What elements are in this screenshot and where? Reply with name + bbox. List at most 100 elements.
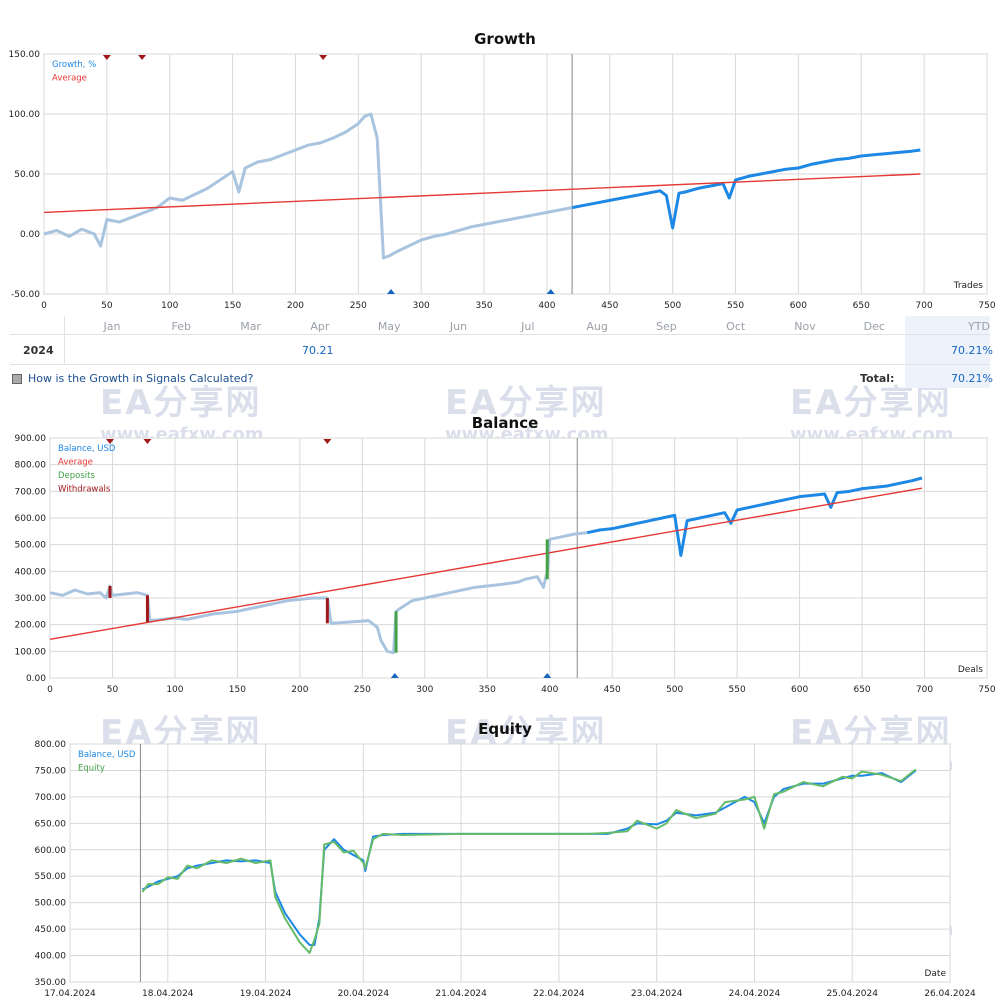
- x-tick-label: 650: [853, 685, 870, 695]
- month-header-sep: Sep: [656, 320, 677, 333]
- month-header-may: May: [377, 320, 401, 333]
- deposit-marker: [543, 673, 552, 678]
- y-tick-label: -50.00: [11, 290, 40, 300]
- y-tick-label: 800.00: [35, 740, 67, 750]
- y-tick-label: 0.00: [26, 674, 46, 684]
- y-tick-label: 400.00: [15, 567, 47, 577]
- x-axis-label: Date: [924, 969, 946, 979]
- y-tick-label: 500.00: [35, 899, 67, 909]
- series-line-history: [43, 112, 573, 260]
- help-icon: [12, 374, 22, 384]
- x-tick-label: 50: [101, 301, 113, 311]
- x-tick-label: 18.04.2024: [142, 989, 194, 999]
- chart-title: Equity: [478, 720, 532, 738]
- x-tick-label: 25.04.2024: [826, 989, 878, 999]
- y-tick-label: 750.00: [35, 766, 67, 776]
- may-growth-value: 70.21: [302, 344, 334, 357]
- y-tick-label: 50.00: [14, 170, 40, 180]
- y-tick-label: 450.00: [35, 925, 67, 935]
- y-tick-label: 700.00: [15, 487, 47, 497]
- x-tick-label: 19.04.2024: [240, 989, 292, 999]
- x-tick-label: 450: [601, 301, 618, 311]
- x-tick-label: 350: [475, 301, 492, 311]
- legend-entry: Balance, USD: [78, 750, 136, 760]
- series-line-history: [49, 531, 588, 655]
- deposit-marker: [387, 289, 396, 294]
- x-tick-label: 650: [853, 301, 870, 311]
- legend-entry: Equity: [78, 764, 105, 774]
- deposit-marker: [546, 289, 555, 294]
- series-line-average: [43, 173, 921, 214]
- x-tick-label: 21.04.2024: [435, 989, 487, 999]
- withdrawal-marker: [319, 55, 328, 60]
- y-tick-label: 500.00: [15, 541, 47, 551]
- x-tick-label: 50: [107, 685, 119, 695]
- y-tick-label: 700.00: [35, 793, 67, 803]
- withdrawal-marker: [323, 439, 332, 444]
- month-header-apr: Apr: [310, 320, 330, 333]
- y-tick-label: 600.00: [35, 846, 67, 856]
- x-tick-label: 23.04.2024: [631, 989, 683, 999]
- legend-entry: Withdrawals: [58, 485, 111, 495]
- balance-chart: Balance 0.00 100.00 200.00 300.00 400.00 500.0…: [15, 414, 996, 695]
- x-tick-label: 400: [538, 301, 555, 311]
- x-tick-label: 500: [664, 301, 681, 311]
- month-header-dec: Dec: [863, 320, 885, 333]
- x-tick-label: 150: [229, 685, 246, 695]
- x-tick-label: 600: [791, 685, 808, 695]
- month-header-jan: Jan: [103, 320, 121, 333]
- x-tick-label: 100: [166, 685, 183, 695]
- withdrawal-marker: [105, 439, 114, 444]
- legend-entry: Deposits: [58, 471, 95, 481]
- chart-title: Growth: [474, 30, 536, 48]
- x-tick-label: 20.04.2024: [338, 989, 390, 999]
- y-tick-label: 200.00: [15, 621, 47, 631]
- x-tick-label: 300: [413, 301, 430, 311]
- x-tick-label: 250: [354, 685, 371, 695]
- x-axis-label: Deals: [958, 665, 983, 675]
- ytd-value: 70.21%: [951, 344, 993, 357]
- x-tick-label: 550: [729, 685, 746, 695]
- month-header-nov: Nov: [794, 320, 816, 333]
- growth-table: Jan Feb Mar Apr May Jun Jul Aug Sep Oct Nov Dec YTD…: [0, 316, 1000, 388]
- plot-area: [69, 743, 951, 983]
- month-header-feb: Feb: [171, 320, 192, 333]
- month-header-aug: Aug: [586, 320, 608, 333]
- withdrawal-marker: [143, 439, 152, 444]
- x-tick-label: 350: [479, 685, 496, 695]
- month-header-oct: Oct: [726, 320, 746, 333]
- x-tick-label: 250: [350, 301, 367, 311]
- x-tick-label: 750: [978, 685, 995, 695]
- y-tick-label: 150.00: [9, 50, 41, 60]
- x-tick-label: 700: [916, 301, 933, 311]
- series-line-equity: [141, 768, 917, 954]
- legend-entry: Average: [52, 74, 87, 84]
- y-tick-label: 300.00: [15, 594, 47, 604]
- y-tick-label: 650.00: [35, 819, 67, 829]
- x-tick-label: 17.04.2024: [44, 989, 96, 999]
- y-tick-label: 100.00: [9, 110, 41, 120]
- x-tick-label: 550: [727, 301, 744, 311]
- total-value: 70.21%: [951, 372, 993, 385]
- withdrawal-marker: [138, 55, 147, 60]
- growth-calculation-link[interactable]: How is the Growth in Signals Calculated?: [28, 372, 254, 385]
- deposit-marker: [390, 673, 399, 678]
- series-line-current: [586, 476, 923, 557]
- chart-title: Balance: [472, 414, 539, 432]
- y-tick-label: 550.00: [35, 872, 67, 882]
- x-tick-label: 400: [541, 685, 558, 695]
- x-tick-label: 750: [978, 301, 995, 311]
- x-tick-label: 200: [287, 301, 304, 311]
- month-header-mar: Mar: [240, 320, 261, 333]
- x-tick-label: 24.04.2024: [729, 989, 781, 999]
- month-header-jun: Jun: [449, 320, 468, 333]
- x-tick-label: 0: [47, 685, 53, 695]
- y-tick-label: 600.00: [15, 514, 47, 524]
- y-tick-label: 100.00: [15, 647, 47, 657]
- y-tick-label: 350.00: [35, 978, 67, 988]
- y-tick-label: 0.00: [20, 230, 40, 240]
- x-axis-label: Trades: [953, 281, 984, 291]
- withdrawal-marker: [102, 55, 111, 60]
- y-tick-label: 800.00: [15, 461, 47, 471]
- y-tick-label: 900.00: [15, 434, 47, 444]
